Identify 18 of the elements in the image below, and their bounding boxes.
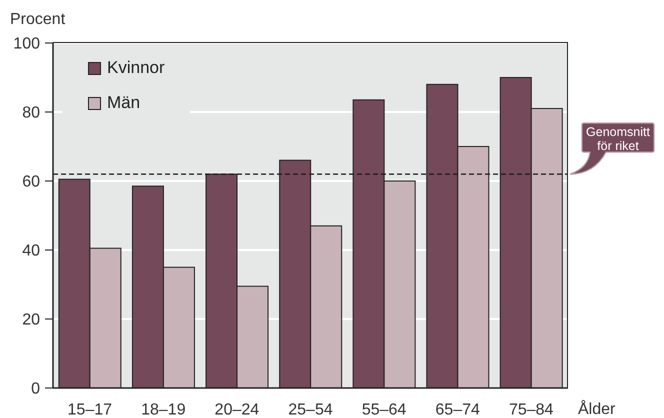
ref-line-label: Genomsnitt för riket — [586, 125, 650, 154]
legend-label: Kvinnor — [107, 57, 165, 79]
y-axis-title: Procent — [10, 11, 66, 28]
y-tick-label: 20 — [22, 312, 40, 329]
x-tick-label: 20–24 — [214, 401, 260, 418]
x-tick-label: 55–64 — [362, 401, 406, 418]
y-tick-label: 80 — [22, 104, 40, 122]
x-axis-title: Ålder — [578, 400, 616, 418]
y-tick-label: 60 — [22, 174, 40, 191]
y-tick-label: 0 — [31, 380, 40, 398]
x-tick-label: 25–54 — [288, 401, 333, 418]
x-tick-label: 65–74 — [435, 401, 480, 418]
x-tick-label: 75–84 — [508, 401, 554, 418]
legend-label: Män — [107, 92, 140, 114]
x-tick-label: 18–19 — [141, 401, 186, 418]
x-tick-label: 15–17 — [68, 401, 112, 418]
y-tick-label: 100 — [13, 36, 40, 53]
y-tick-label: 40 — [22, 242, 40, 260]
